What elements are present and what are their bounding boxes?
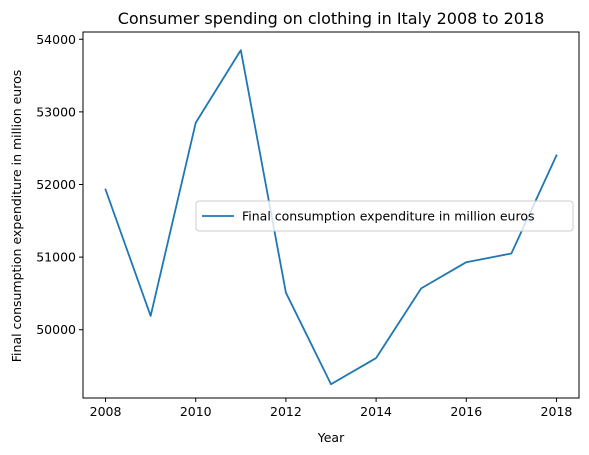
chart-title: Consumer spending on clothing in Italy 2… (118, 9, 545, 28)
x-tick-label: 2008 (90, 404, 122, 419)
x-axis-label: Year (317, 430, 345, 445)
x-tick-label: 2016 (450, 404, 482, 419)
series-group (104, 49, 558, 386)
series-line (104, 49, 558, 386)
plot-area (82, 31, 580, 399)
x-tick-label: 2012 (270, 404, 302, 419)
x-tick-label: 2018 (541, 404, 573, 419)
y-tick-label: 51000 (36, 250, 76, 265)
y-tick-label: 50000 (36, 322, 76, 337)
y-axis: 50000 51000 52000 53000 54000 (36, 32, 83, 337)
plot-frame (82, 31, 580, 399)
x-tick-label: 2014 (360, 404, 392, 419)
x-axis: 2008 2010 2012 2014 2016 2018 (90, 398, 573, 419)
legend-box (195, 200, 574, 232)
y-axis-label: Final consumption expenditure in million… (9, 70, 24, 362)
legend: Final consumption expenditure in million… (195, 200, 574, 232)
y-tick-label: 54000 (36, 32, 76, 47)
x-tick-label: 2010 (180, 404, 212, 419)
legend-series-label: Final consumption expenditure in million… (242, 209, 534, 224)
y-tick-label: 53000 (36, 104, 76, 119)
y-tick-label: 52000 (36, 177, 76, 192)
